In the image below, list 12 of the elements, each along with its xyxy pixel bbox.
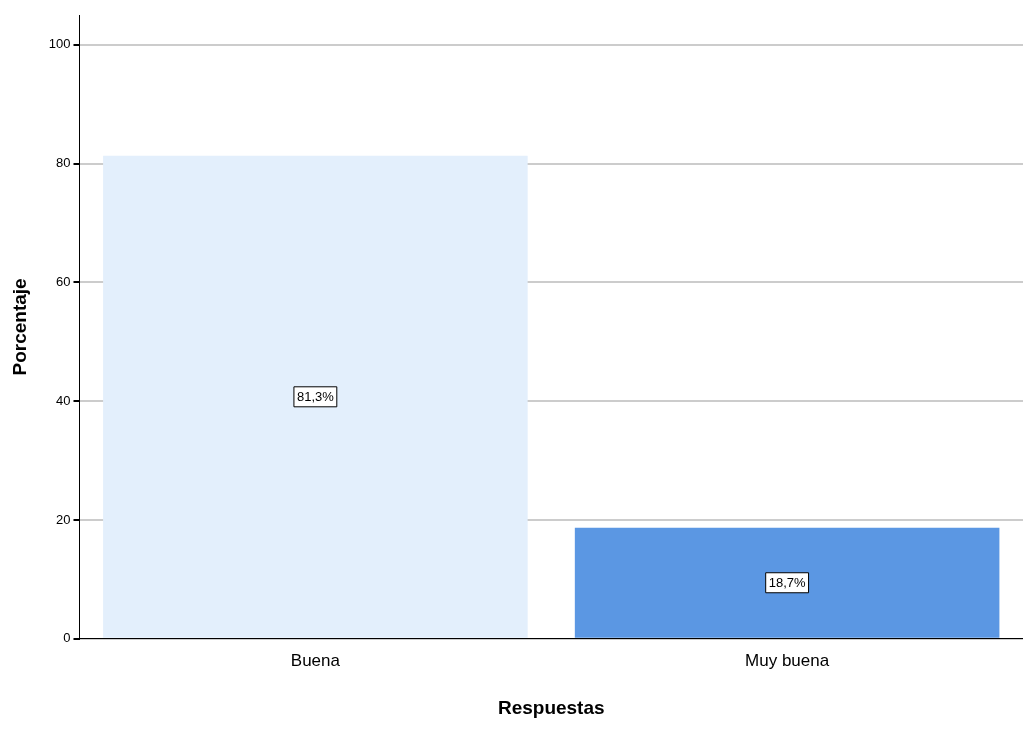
y-tick-label: 40 (56, 392, 71, 408)
y-tick-label: 100 (48, 36, 71, 52)
data-label: 81,3% (296, 389, 335, 405)
y-tick-label: 0 (63, 630, 71, 646)
x-axis-title: Respuestas (497, 696, 605, 718)
data-label: 18,7% (768, 575, 806, 591)
x-tick-label: Muy buena (745, 650, 830, 670)
y-tick-label: 80 (56, 155, 71, 171)
y-tick-label: 60 (56, 273, 71, 289)
y-axis-title: Porcentaje (8, 278, 30, 376)
y-tick-label: 20 (56, 511, 71, 527)
x-tick-label: Buena (290, 650, 341, 670)
